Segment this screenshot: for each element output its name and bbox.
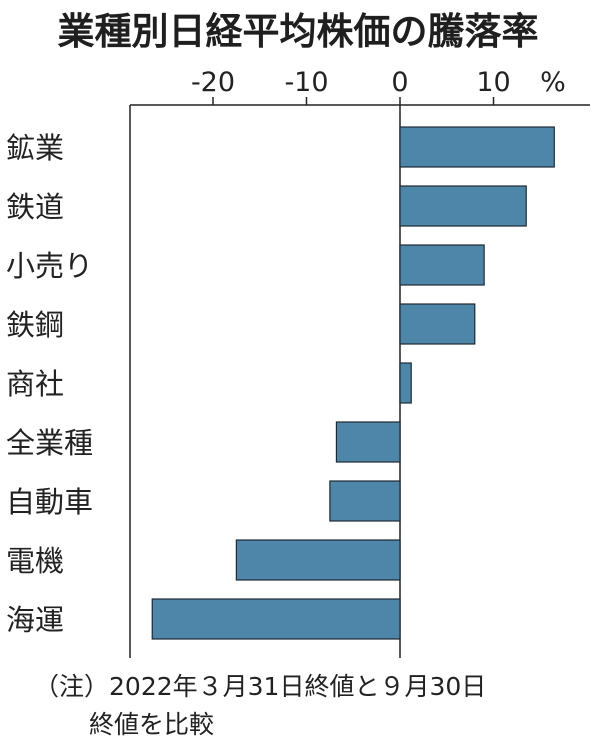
category-label: 商社 bbox=[6, 367, 64, 401]
bar bbox=[399, 185, 527, 227]
footnote-line-2: 終値を比較 bbox=[34, 706, 594, 744]
footnote-label: （注） bbox=[34, 672, 110, 701]
category-label: 鉄道 bbox=[6, 190, 64, 224]
category-label: 鉱業 bbox=[6, 131, 64, 165]
bars bbox=[151, 126, 555, 640]
bar bbox=[399, 126, 555, 168]
x-tick-label: -20 bbox=[191, 67, 235, 98]
x-tick-label: -10 bbox=[284, 67, 328, 98]
bar bbox=[151, 598, 401, 640]
bar bbox=[235, 539, 401, 581]
category-label: 自動車 bbox=[6, 485, 93, 519]
footnote-text-1: 2022年３月31日終値と９月30日 bbox=[109, 672, 487, 701]
category-label: 鉄鋼 bbox=[6, 308, 64, 342]
footnote-line-1: （注）2022年３月31日終値と９月30日 bbox=[34, 668, 594, 706]
chart-title: 業種別日経平均株価の騰落率 bbox=[58, 10, 539, 53]
unit-label: % bbox=[540, 67, 566, 98]
x-tick-label: 10 bbox=[476, 67, 510, 98]
bar bbox=[399, 362, 412, 404]
category-label: 電機 bbox=[6, 544, 64, 578]
bar bbox=[335, 421, 401, 463]
bar bbox=[399, 244, 485, 286]
x-tick-label: 0 bbox=[391, 67, 408, 98]
category-label: 海運 bbox=[6, 603, 64, 637]
category-label: 小売り bbox=[6, 249, 93, 283]
bar bbox=[329, 480, 401, 522]
bar bbox=[399, 303, 476, 345]
category-label: 全業種 bbox=[6, 426, 93, 460]
footnote: （注）2022年３月31日終値と９月30日 終値を比較 bbox=[34, 668, 594, 744]
footnote-text-2: 終値を比較 bbox=[89, 710, 215, 739]
